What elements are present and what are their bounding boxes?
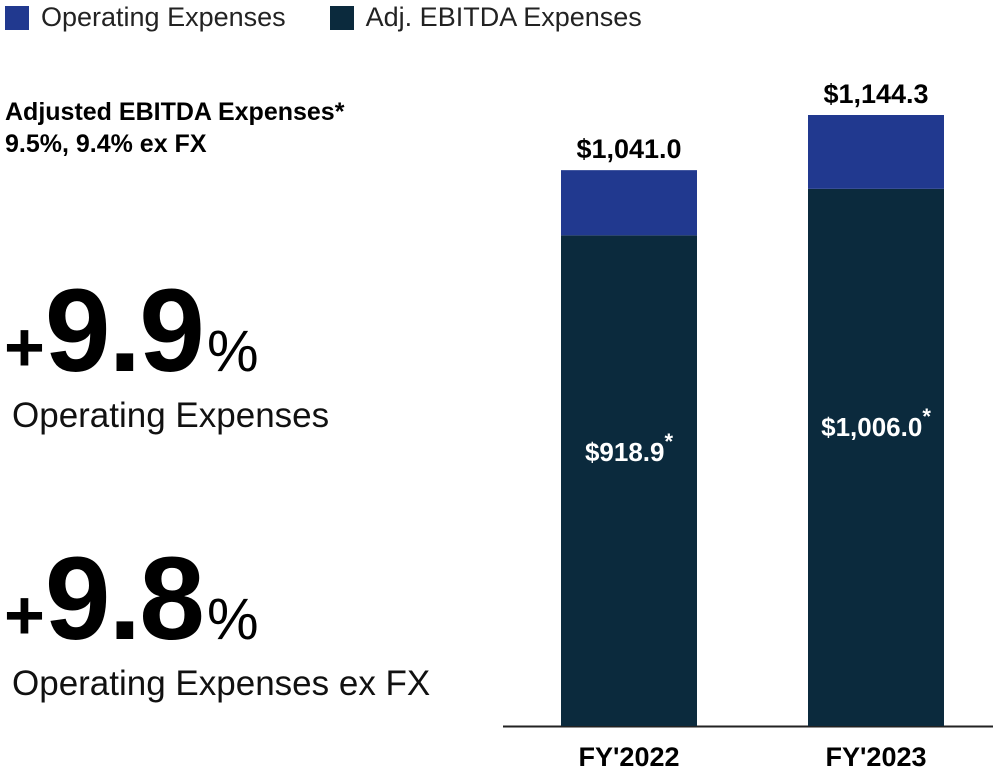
bar-adj-ebitda-2: [808, 188, 944, 727]
metric-label: Operating Expenses: [12, 396, 330, 435]
data-label-asterisk: *: [922, 404, 931, 429]
bar-operating-expenses-2: [808, 115, 944, 189]
x-tick-label-1: FY'2022: [579, 742, 680, 770]
legend-label: Operating Expenses: [41, 2, 286, 32]
subtitle-detail: 9.5%, 9.4% ex FX: [5, 130, 207, 158]
subtitle-title: Adjusted EBITDA Expenses*: [5, 98, 345, 126]
legend-item-operating-expenses: Operating Expenses: [5, 2, 286, 33]
subtitle: Adjusted EBITDA Expenses* 9.5%, 9.4% ex …: [5, 96, 344, 160]
total-label-1: $1,041.0: [576, 134, 681, 164]
legend-swatch-adj-ebitda-expenses: [329, 5, 354, 30]
metric-label: Operating Expenses ex FX: [12, 664, 431, 703]
legend-label: Adj. EBITDA Expenses: [365, 2, 642, 32]
total-label-2: $1,144.3: [823, 79, 928, 109]
bar-operating-expenses-1: [561, 170, 697, 236]
metric-percent: %: [206, 587, 259, 652]
metric-figure: + 9.9 %: [4, 272, 329, 390]
metric-percent: %: [206, 319, 259, 384]
legend-item-adj-ebitda-expenses: Adj. EBITDA Expenses: [329, 2, 642, 33]
metric-operating-expenses: + 9.9 % Operating Expenses: [4, 272, 329, 436]
metric-plus: +: [4, 308, 45, 386]
legend-swatch-operating-expenses: [5, 5, 29, 30]
data-label-asterisk: *: [664, 429, 673, 454]
metric-value: 9.9: [44, 265, 205, 397]
metric-value: 9.8: [44, 533, 205, 665]
x-tick-label-2: FY'2023: [826, 742, 927, 770]
metric-plus: +: [4, 576, 45, 654]
bar-adj-ebitda-1: [561, 235, 697, 726]
legend: Operating Expenses Adj. EBITDA Expenses: [5, 2, 686, 33]
metric-operating-expenses-ex-fx: + 9.8 % Operating Expenses ex FX: [4, 540, 430, 704]
metric-figure: + 9.8 %: [4, 540, 430, 658]
